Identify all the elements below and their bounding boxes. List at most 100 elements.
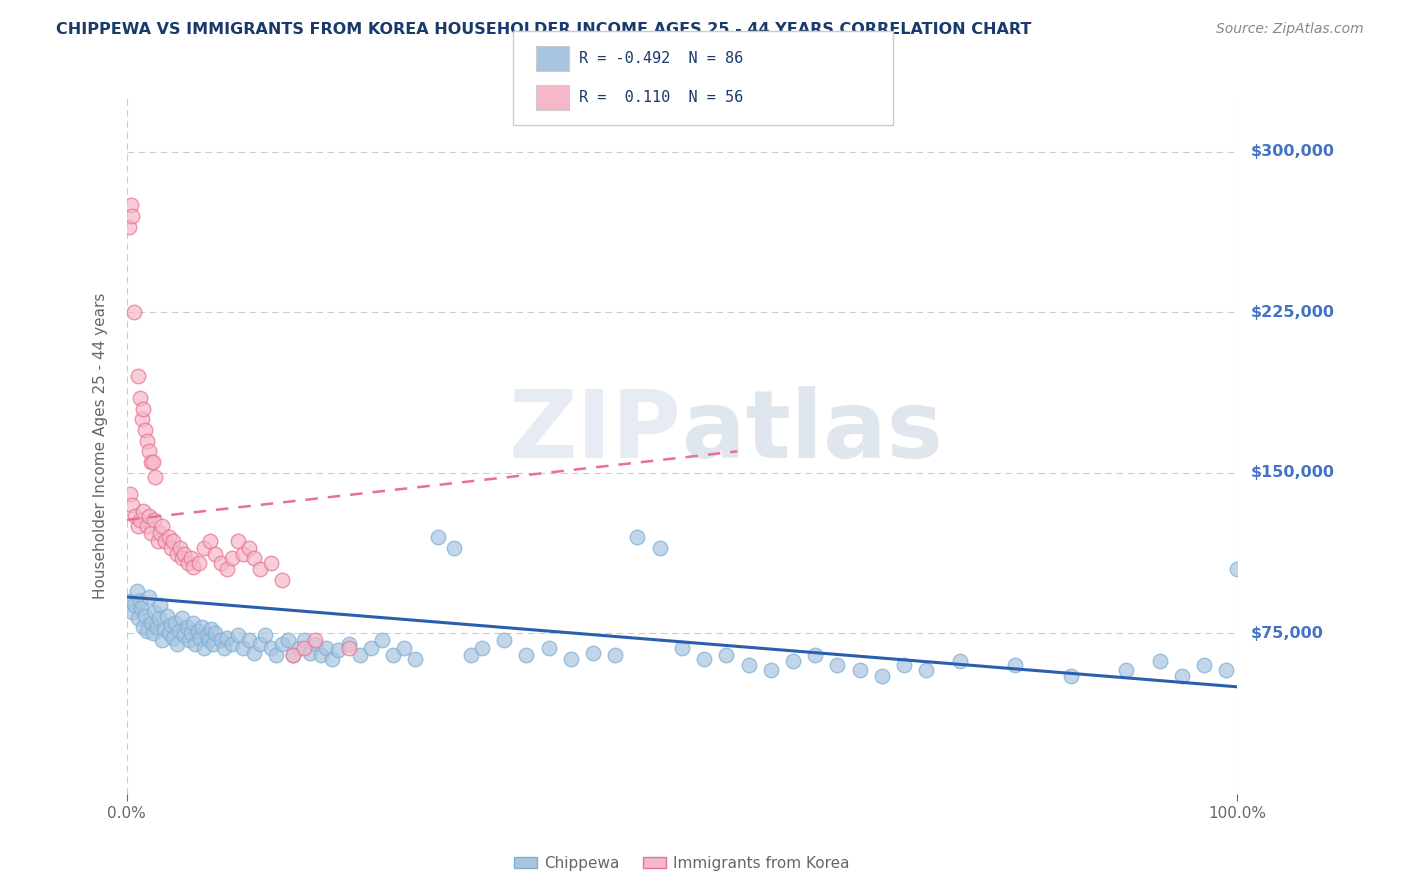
Point: [1192, 658, 1215, 673]
Point: [165, 615, 187, 630]
Point: [172, 551, 194, 566]
Point: [131, 412, 153, 426]
Point: [321, 652, 343, 666]
Point: [349, 648, 371, 662]
Point: [146, 534, 169, 549]
Point: [243, 551, 266, 566]
Point: [127, 369, 149, 384]
Point: [560, 652, 582, 666]
Point: [243, 646, 266, 660]
Text: $150,000: $150,000: [1251, 466, 1336, 480]
Point: [893, 658, 915, 673]
Point: [172, 611, 194, 625]
Point: [1149, 654, 1171, 668]
Text: ZIP: ZIP: [509, 386, 682, 478]
Point: [187, 624, 209, 639]
Point: [460, 648, 482, 662]
Point: [471, 641, 494, 656]
Point: [382, 648, 405, 662]
Point: [214, 641, 236, 656]
Point: [195, 628, 218, 642]
Point: [782, 654, 804, 668]
Point: [848, 663, 870, 677]
Point: [125, 583, 148, 598]
Point: [148, 611, 170, 625]
Point: [287, 641, 309, 656]
Point: [142, 626, 165, 640]
Point: [209, 556, 232, 570]
Point: [271, 573, 294, 587]
Point: [260, 556, 283, 570]
Point: [304, 632, 326, 647]
Point: [124, 599, 146, 613]
Point: [648, 541, 671, 555]
Point: [132, 401, 155, 416]
Point: [827, 658, 849, 673]
Text: R = -0.492  N = 86: R = -0.492 N = 86: [579, 51, 744, 66]
Point: [143, 605, 166, 619]
Point: [1226, 562, 1249, 576]
Point: [215, 631, 238, 645]
Point: [238, 541, 260, 555]
Point: [138, 444, 160, 458]
Point: [157, 626, 180, 640]
Point: [149, 599, 172, 613]
Point: [162, 631, 184, 645]
Point: [138, 590, 160, 604]
Point: [1170, 669, 1192, 683]
Point: [132, 620, 155, 634]
Point: [494, 632, 516, 647]
Point: [188, 631, 211, 645]
Point: [118, 594, 141, 608]
Point: [134, 609, 156, 624]
Point: [181, 560, 204, 574]
Point: [143, 513, 166, 527]
Point: [204, 547, 226, 561]
Point: [134, 423, 156, 437]
Point: [277, 632, 299, 647]
Point: [128, 513, 150, 527]
Text: R =  0.110  N = 56: R = 0.110 N = 56: [579, 90, 744, 105]
Point: [1115, 663, 1137, 677]
Point: [716, 648, 738, 662]
Point: [232, 641, 254, 656]
Point: [254, 628, 277, 642]
Point: [150, 519, 173, 533]
Point: [759, 663, 782, 677]
Point: [309, 648, 332, 662]
Point: [166, 637, 188, 651]
Point: [128, 594, 150, 608]
Point: [582, 646, 605, 660]
Text: $225,000: $225,000: [1251, 305, 1336, 319]
Point: [176, 556, 198, 570]
Point: [360, 641, 382, 656]
Point: [737, 658, 759, 673]
Point: [173, 628, 195, 642]
Point: [281, 648, 304, 662]
Legend: Chippewa, Immigrants from Korea: Chippewa, Immigrants from Korea: [508, 849, 856, 877]
Point: [127, 611, 149, 625]
Point: [292, 632, 315, 647]
Point: [153, 622, 176, 636]
Point: [226, 628, 249, 642]
Point: [804, 648, 827, 662]
Point: [266, 648, 288, 662]
Point: [1004, 658, 1026, 673]
Point: [180, 551, 202, 566]
Point: [394, 641, 416, 656]
Point: [166, 547, 188, 561]
Point: [204, 626, 226, 640]
Point: [150, 632, 173, 647]
Point: [184, 637, 207, 651]
Point: [337, 641, 360, 656]
Point: [187, 556, 209, 570]
Point: [160, 617, 183, 632]
Point: [404, 652, 426, 666]
Point: [193, 541, 215, 555]
Point: [176, 620, 198, 634]
Point: [315, 641, 337, 656]
Point: [139, 455, 162, 469]
Point: [1060, 669, 1083, 683]
Point: [191, 620, 214, 634]
Point: [162, 534, 184, 549]
